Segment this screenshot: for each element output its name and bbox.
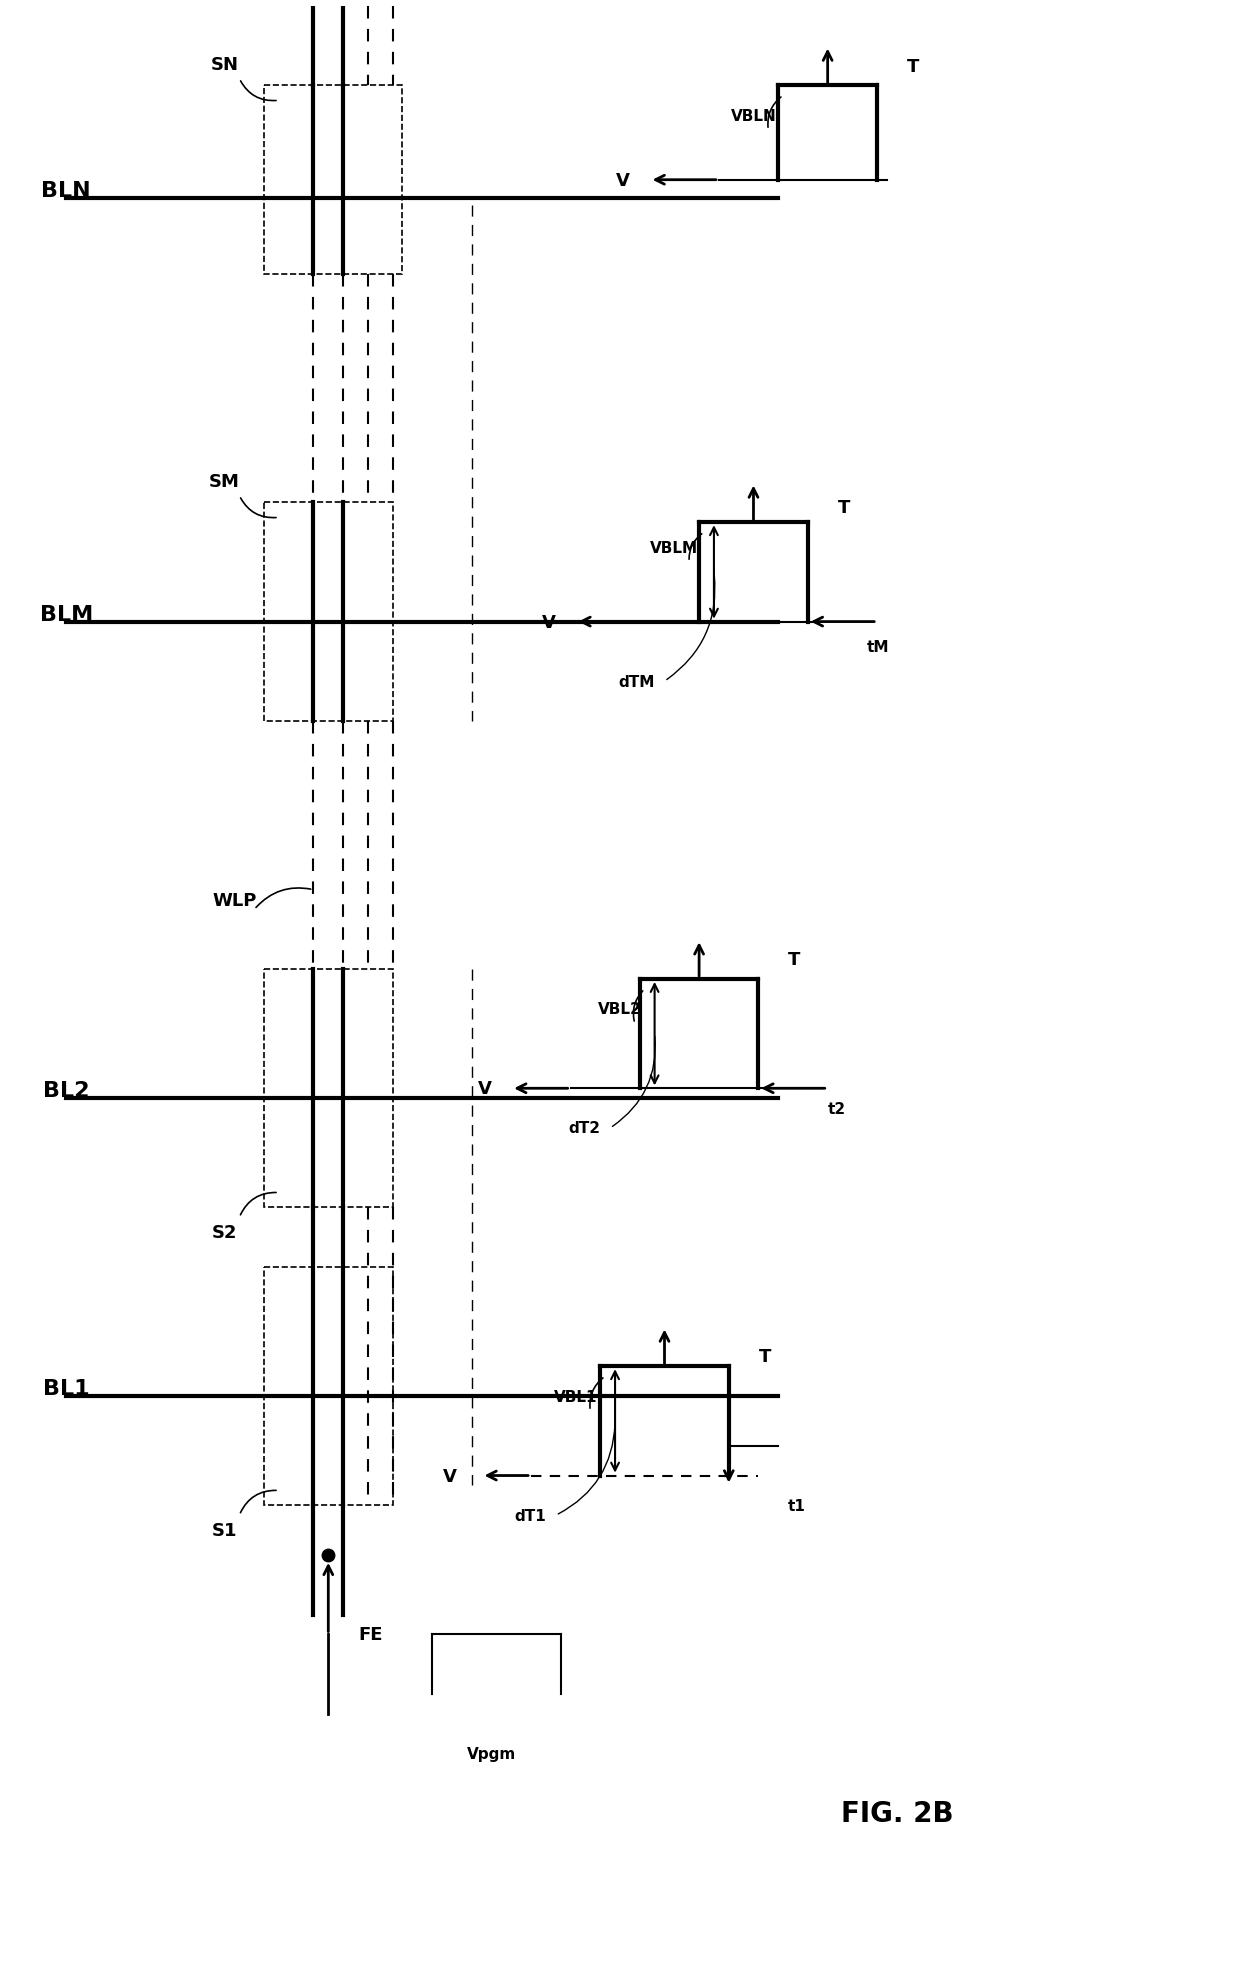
Text: V: V — [542, 614, 556, 631]
Bar — [264, 87, 403, 274]
Text: WLP: WLP — [212, 892, 257, 910]
Text: S2: S2 — [212, 1223, 237, 1241]
Text: SN: SN — [211, 55, 238, 73]
Text: VBL2: VBL2 — [598, 1002, 642, 1016]
Text: dT2: dT2 — [568, 1121, 600, 1136]
Text: V: V — [616, 172, 630, 189]
Text: V: V — [443, 1466, 456, 1486]
Text: dT1: dT1 — [515, 1507, 546, 1523]
Text: tM: tM — [867, 639, 889, 655]
Text: T: T — [837, 499, 849, 517]
Text: V: V — [477, 1079, 491, 1097]
Text: BLN: BLN — [41, 182, 91, 201]
Text: BLM: BLM — [40, 604, 93, 623]
Bar — [264, 969, 393, 1207]
Text: T: T — [789, 951, 801, 969]
Text: t2: t2 — [827, 1101, 846, 1117]
Text: VBL1: VBL1 — [554, 1389, 598, 1405]
Text: FE: FE — [358, 1626, 382, 1644]
Text: SM: SM — [210, 472, 239, 491]
Text: dTM: dTM — [619, 675, 655, 689]
Text: BL2: BL2 — [43, 1081, 89, 1101]
Text: BL1: BL1 — [43, 1379, 89, 1399]
Text: T: T — [759, 1348, 771, 1365]
Text: T: T — [906, 57, 919, 75]
Bar — [264, 503, 393, 722]
Bar — [264, 1267, 393, 1505]
Text: FIG. 2B: FIG. 2B — [841, 1799, 954, 1827]
Text: t1: t1 — [789, 1498, 806, 1513]
Text: Vpgm: Vpgm — [466, 1746, 516, 1762]
Text: VBLN: VBLN — [730, 109, 776, 124]
Text: VBLM: VBLM — [650, 541, 698, 554]
Text: S1: S1 — [212, 1521, 237, 1539]
